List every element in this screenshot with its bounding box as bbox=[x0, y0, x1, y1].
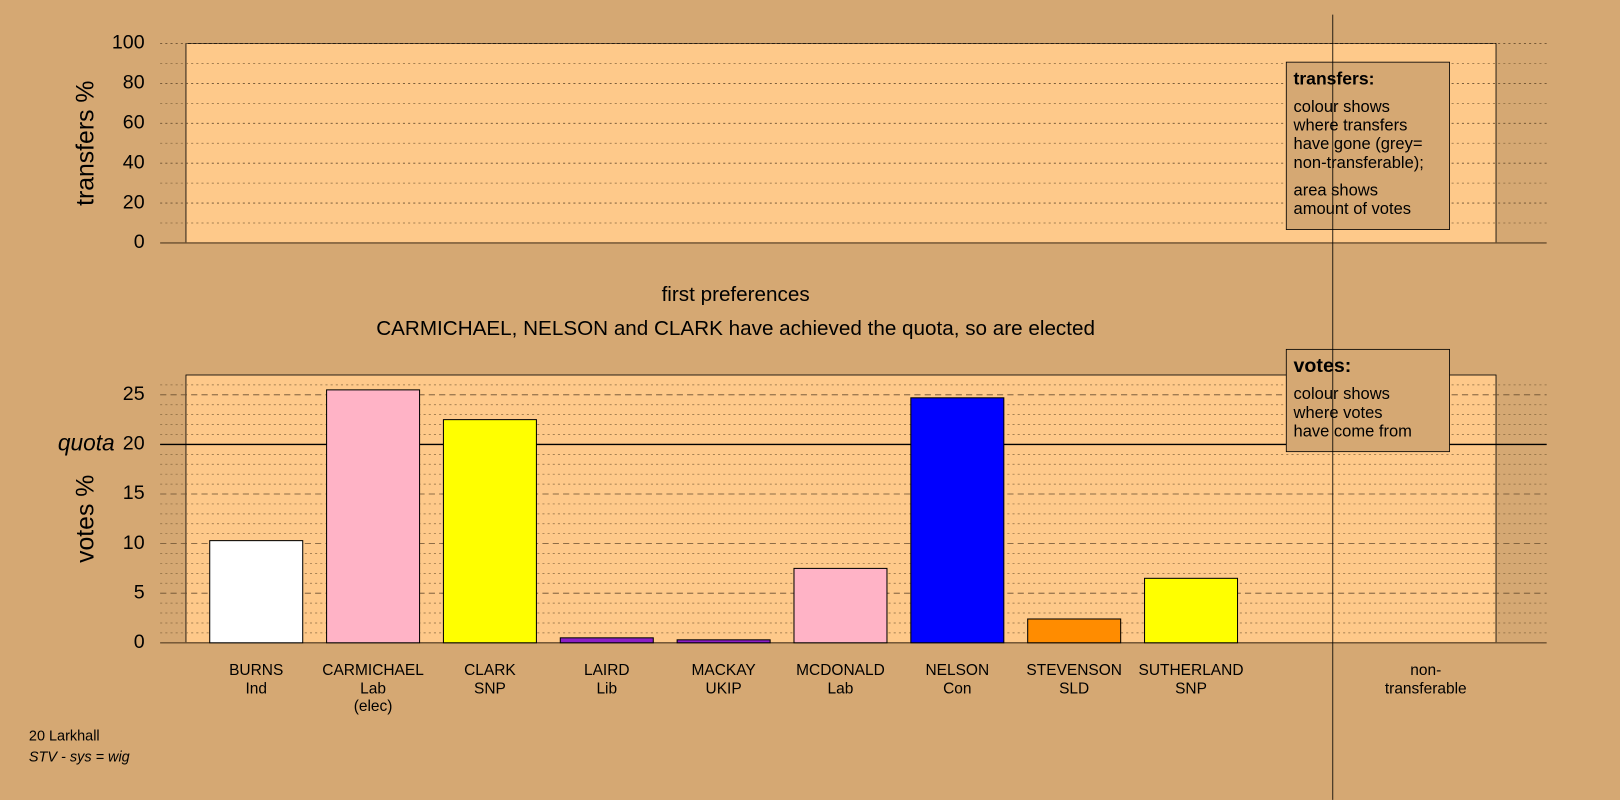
candidate-party: Lib bbox=[596, 680, 617, 697]
candidate-party: Lab bbox=[360, 680, 386, 697]
bar bbox=[1144, 577, 1239, 644]
legend-text: area shows bbox=[1294, 181, 1378, 200]
candidate-name: SUTHERLAND bbox=[1139, 662, 1244, 679]
y-tick-label: 10 bbox=[123, 532, 145, 554]
footer-system: STV - sys = wig bbox=[29, 749, 130, 765]
legend-text: where transfers bbox=[1293, 116, 1408, 135]
candidate-name: NELSON bbox=[925, 662, 989, 679]
y-tick-label: 100 bbox=[112, 32, 145, 54]
candidate-name: MCDONALD bbox=[796, 662, 885, 679]
y-tick-label: 40 bbox=[123, 151, 145, 173]
footer-place: 20 Larkhall bbox=[29, 729, 100, 745]
candidate-party: SLD bbox=[1059, 680, 1089, 697]
bar bbox=[1027, 618, 1122, 644]
legend-text: colour shows bbox=[1294, 384, 1390, 403]
y-tick-label: 80 bbox=[123, 72, 145, 94]
y-tick-label: 15 bbox=[123, 482, 145, 504]
y-tick-label: 0 bbox=[134, 231, 145, 253]
y-tick-label: 20 bbox=[123, 191, 145, 213]
bar bbox=[676, 639, 771, 644]
candidate-party: Lab bbox=[828, 680, 854, 697]
y-tick-label: 0 bbox=[134, 631, 145, 653]
bar bbox=[209, 540, 304, 644]
y-tick-label: 25 bbox=[123, 383, 145, 405]
candidate-party: Ind bbox=[245, 680, 267, 697]
bar bbox=[442, 419, 537, 644]
panel-title: first preferences bbox=[662, 283, 810, 306]
non-transferable-label: transferable bbox=[1385, 680, 1467, 697]
candidate-party: SNP bbox=[1175, 680, 1207, 697]
bar bbox=[559, 637, 654, 644]
candidate-name: LAIRD bbox=[584, 662, 630, 679]
y-tick-label: 60 bbox=[123, 112, 145, 134]
legend-text: have come from bbox=[1294, 421, 1412, 440]
legend-box bbox=[1285, 61, 1450, 230]
candidate-name: STEVENSON bbox=[1026, 662, 1122, 679]
candidate-note: (elec) bbox=[354, 698, 393, 715]
non-transferable-label: non- bbox=[1410, 662, 1441, 679]
y-tick-label: 5 bbox=[134, 581, 145, 603]
legend-title: votes: bbox=[1294, 355, 1352, 377]
bar bbox=[910, 397, 1005, 644]
legend-text: where votes bbox=[1293, 403, 1383, 422]
y-axis-label: transfers % bbox=[72, 81, 99, 206]
panel-subtitle: CARMICHAEL, NELSON and CLARK have achiev… bbox=[376, 317, 1095, 340]
bar bbox=[793, 567, 888, 644]
candidate-party: UKIP bbox=[706, 680, 742, 697]
legend-text: colour shows bbox=[1294, 97, 1390, 116]
y-axis-label: votes % bbox=[72, 475, 99, 563]
candidate-name: CARMICHAEL bbox=[322, 662, 424, 679]
candidate-name: MACKAY bbox=[692, 662, 756, 679]
bar bbox=[326, 389, 421, 644]
y-tick-label: 20 bbox=[123, 433, 145, 455]
legend-text: have gone (grey= bbox=[1294, 134, 1423, 153]
legend-box bbox=[1285, 348, 1450, 453]
candidate-party: SNP bbox=[474, 680, 506, 697]
legend-text: amount of votes bbox=[1294, 199, 1412, 218]
candidate-name: BURNS bbox=[229, 662, 283, 679]
candidate-name: CLARK bbox=[464, 662, 516, 679]
legend-title: transfers: bbox=[1294, 68, 1375, 88]
candidate-party: Con bbox=[943, 680, 971, 697]
quota-label: quota bbox=[58, 429, 115, 455]
legend-text: non-transferable); bbox=[1294, 153, 1424, 172]
